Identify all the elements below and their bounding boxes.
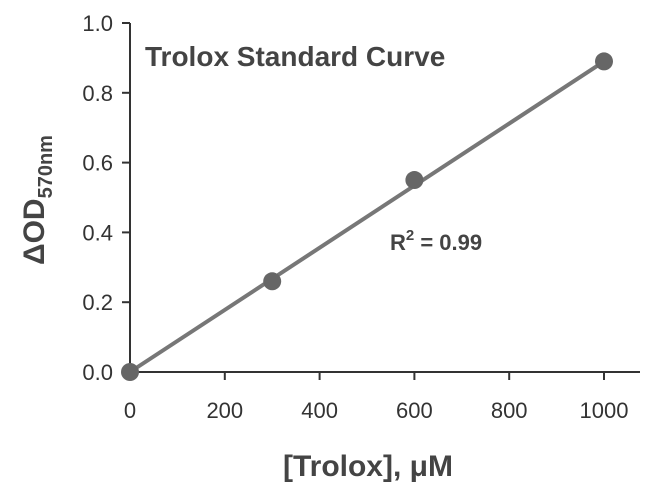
data-point (595, 52, 613, 71)
x-tick-label: 600 (396, 398, 433, 423)
data-point (121, 363, 139, 381)
x-tick-label: 400 (301, 398, 338, 423)
y-axis-title-sub: 570nm (35, 135, 57, 198)
fit-line-group (128, 59, 606, 374)
x-axis-title: [Trolox], μM (283, 450, 453, 483)
r-squared-annotation: R2 = 0.99 (390, 227, 482, 255)
fit-line (128, 59, 606, 374)
y-tick-label: 0.2 (82, 290, 113, 315)
y-axis-title-main: ΔOD (18, 198, 51, 265)
axes (127, 23, 640, 380)
x-tick-label: 1000 (580, 398, 629, 423)
annotation-sup: 2 (406, 227, 414, 244)
y-tick-label: 0.8 (82, 81, 113, 106)
y-tick-label: 0.0 (82, 360, 113, 385)
data-point (405, 171, 424, 190)
y-tick-label: 0.4 (82, 220, 113, 245)
data-point (263, 272, 282, 291)
x-tick-label: 200 (206, 398, 243, 423)
x-tick-label: 0 (124, 398, 136, 423)
x-ticks: 0 200 400 600 800 1000 (124, 372, 629, 423)
annotation-base: R (390, 230, 406, 255)
x-tick-label: 800 (491, 398, 528, 423)
y-axis-title: ΔOD570nm (18, 135, 57, 265)
y-ticks: 0.0 0.2 0.4 0.6 0.8 1.0 (82, 11, 130, 385)
annotation-rest: = 0.99 (414, 230, 482, 255)
chart-title: Trolox Standard Curve (145, 41, 445, 72)
y-tick-label: 1.0 (82, 11, 113, 36)
y-tick-label: 0.6 (82, 151, 113, 176)
data-points (121, 52, 613, 381)
